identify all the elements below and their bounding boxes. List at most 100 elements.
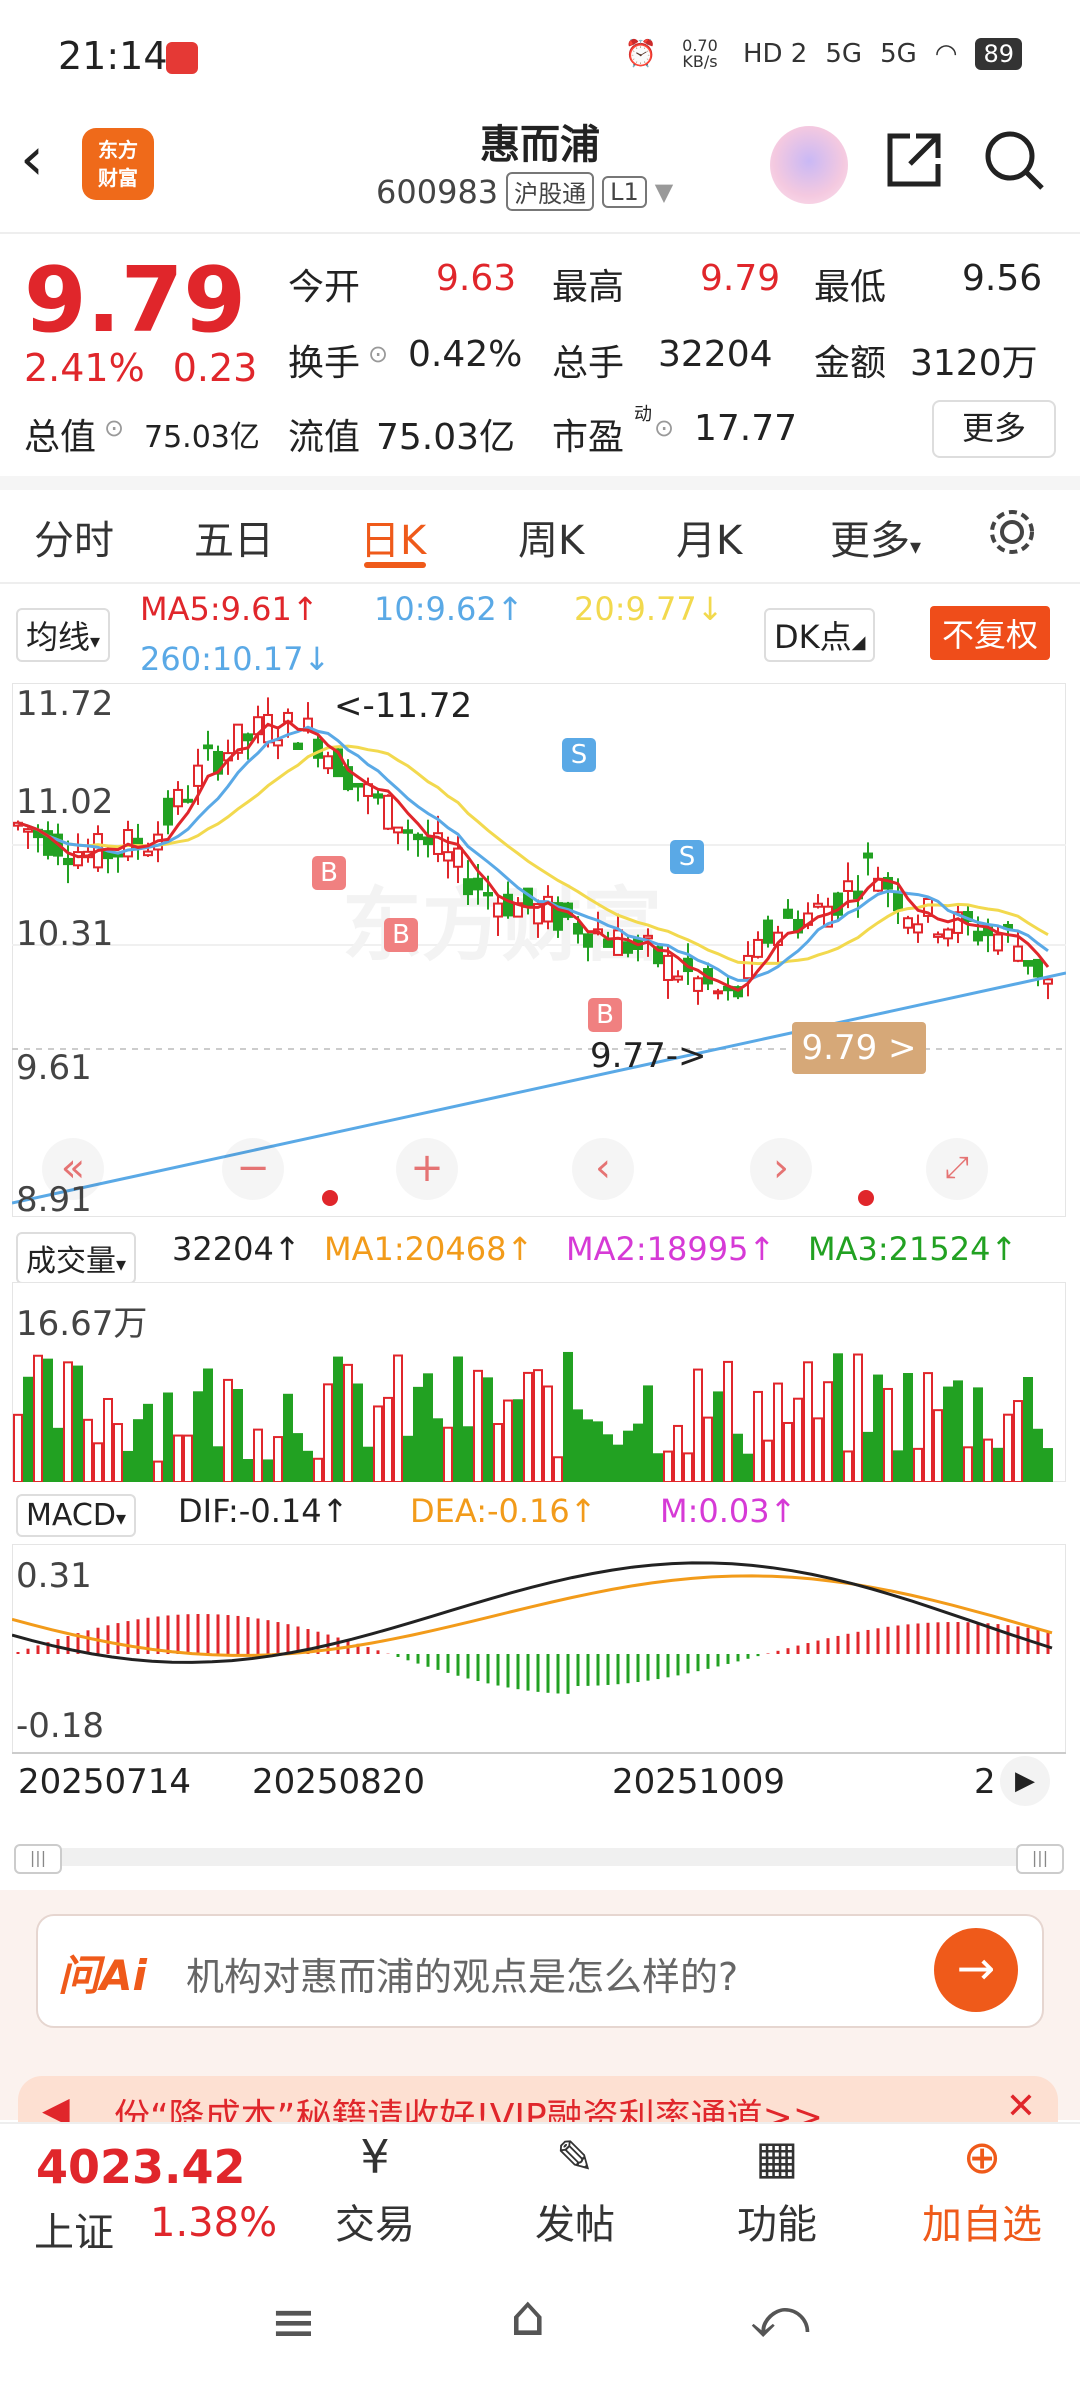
macd-select[interactable]: MACD▾ [16, 1494, 136, 1537]
volume-bar [643, 1385, 653, 1482]
candle-body [763, 919, 773, 944]
volume-bar [1033, 1428, 1043, 1482]
info-icon[interactable]: ⊙ [368, 340, 389, 368]
high-value: 9.79 [700, 258, 781, 299]
timeline-scrollbar[interactable] [14, 1848, 1064, 1866]
macd-chart[interactable] [12, 1544, 1066, 1754]
next-icon[interactable]: › [750, 1138, 812, 1200]
tab-yuek[interactable]: 月K [676, 518, 743, 564]
candle-body [943, 928, 953, 940]
volume-bar [493, 1423, 503, 1482]
index-change[interactable]: 1.38% [150, 2200, 278, 2246]
tab-rik[interactable]: 日K [360, 518, 427, 564]
tab-wuri[interactable]: 五日 [194, 518, 274, 564]
ma20-line [17, 744, 1049, 966]
volume-bar [123, 1450, 133, 1482]
hd-icon: HD 2 [742, 39, 808, 69]
back-icon[interactable]: ‹ [20, 124, 44, 194]
high-label: 最高 [552, 267, 625, 308]
volume-bar [133, 1419, 143, 1482]
ai-send-icon[interactable]: → [934, 1928, 1018, 2012]
candle-body [423, 836, 433, 846]
date-3: 20251009 [612, 1762, 786, 1802]
zoom-in-icon[interactable]: + [396, 1138, 458, 1200]
candle-body [463, 878, 473, 896]
rewind-icon[interactable]: « [42, 1138, 104, 1200]
fullscreen-icon[interactable]: ⤢ [926, 1138, 988, 1200]
ai-brand: 问Ai [58, 1951, 147, 2000]
ma10-legend: 10:9.62↑ [374, 590, 524, 628]
scroll-handle-right[interactable]: ||| [1016, 1844, 1064, 1874]
tab-more[interactable]: 更多▾ [830, 508, 921, 566]
tab-zhouk[interactable]: 周K [518, 518, 585, 564]
nav-function[interactable]: ▦ 功能 [722, 2122, 832, 2250]
ai-assistant-avatar[interactable] [770, 126, 848, 204]
volume-chart[interactable] [12, 1282, 1066, 1482]
volume-bar [103, 1397, 113, 1482]
volume-bar [1013, 1400, 1023, 1482]
back-nav-icon[interactable]: ⤺ [750, 2286, 810, 2351]
candle-body [573, 922, 583, 935]
volume-bar [703, 1416, 713, 1482]
fuquan-button[interactable]: 不复权 [930, 606, 1051, 660]
scroll-handle-left[interactable]: ||| [14, 1844, 62, 1874]
buy-signal: B [588, 998, 622, 1032]
indicator-caret: ▾ [90, 629, 101, 653]
candle-body [583, 933, 593, 948]
pe-superscript: 动 [634, 404, 652, 425]
home-icon[interactable]: ⌂ [510, 2284, 546, 2349]
candle-body [863, 852, 873, 859]
promo-close-icon[interactable]: ✕ [1005, 2086, 1036, 2122]
battery-icon: 89 [975, 38, 1022, 70]
candle-body [653, 946, 663, 965]
ai-prompt[interactable]: 机构对惠而浦的观点是怎么样的? [186, 1955, 739, 1999]
dk-point-select[interactable]: DK点◢ [764, 608, 876, 662]
change-row: 2.41% 0.23 [24, 346, 285, 390]
prev-icon[interactable]: ‹ [572, 1138, 634, 1200]
promo-banner[interactable]: ◀ 份“降成本”秘籍请收好!VIP融资利率通道>> ✕ [18, 2076, 1058, 2122]
change-pct: 2.41% [24, 346, 145, 390]
menu-icon[interactable]: ≡ [270, 2290, 317, 2355]
amount-label: 金额 [814, 343, 887, 384]
tab-fenshi[interactable]: 分时 [34, 518, 114, 564]
search-icon[interactable] [982, 128, 1046, 192]
volume-value: 32204 [658, 334, 773, 375]
dea-line [12, 1574, 1053, 1657]
dropdown-icon[interactable]: ▼ [654, 177, 674, 206]
volume-bar [813, 1417, 823, 1482]
volume-bar [403, 1435, 413, 1482]
candle-body [73, 851, 83, 867]
volume-bar [933, 1409, 943, 1482]
volume-select[interactable]: 成交量▾ [16, 1232, 137, 1284]
more-button[interactable]: 更多 [932, 400, 1056, 458]
candle-body [843, 880, 853, 892]
settings-icon[interactable] [986, 506, 1038, 558]
kline-chart[interactable]: 东方财富 [12, 683, 1066, 1217]
nav-post[interactable]: ✎ 发帖 [520, 2122, 630, 2250]
volume-bar [913, 1447, 923, 1482]
nav-trade[interactable]: ¥ 交易 [320, 2122, 430, 2250]
zoom-out-icon[interactable]: − [222, 1138, 284, 1200]
dif-line [12, 1561, 1053, 1664]
candle-body [993, 933, 1003, 952]
candle-body [663, 954, 673, 981]
signal-icon-1: 5G [825, 39, 863, 69]
volume-bar [23, 1376, 33, 1482]
index-value[interactable]: 4023.42 [36, 2140, 246, 2194]
index-name[interactable]: 上证 [34, 2210, 114, 2256]
indicator-select[interactable]: 均线▾ [16, 608, 111, 662]
volume-bar [143, 1403, 153, 1482]
scroll-right-icon[interactable]: ▶ [1000, 1756, 1050, 1806]
nav-add-watchlist[interactable]: ⊕ 加自选 [904, 2122, 1060, 2250]
share-icon[interactable] [882, 128, 946, 192]
candle-body [1033, 958, 1043, 978]
ai-ask-box[interactable] [36, 1914, 1044, 2028]
info-icon-3[interactable]: ⊙ [654, 414, 675, 442]
amount-value: 3120万 [910, 343, 1038, 384]
info-icon-2[interactable]: ⊙ [104, 414, 125, 442]
volume-bar [323, 1383, 333, 1482]
candle-body [933, 933, 943, 938]
macd-caret: ▾ [115, 1506, 126, 1530]
candle-body [713, 990, 723, 995]
candle-body [533, 903, 543, 925]
